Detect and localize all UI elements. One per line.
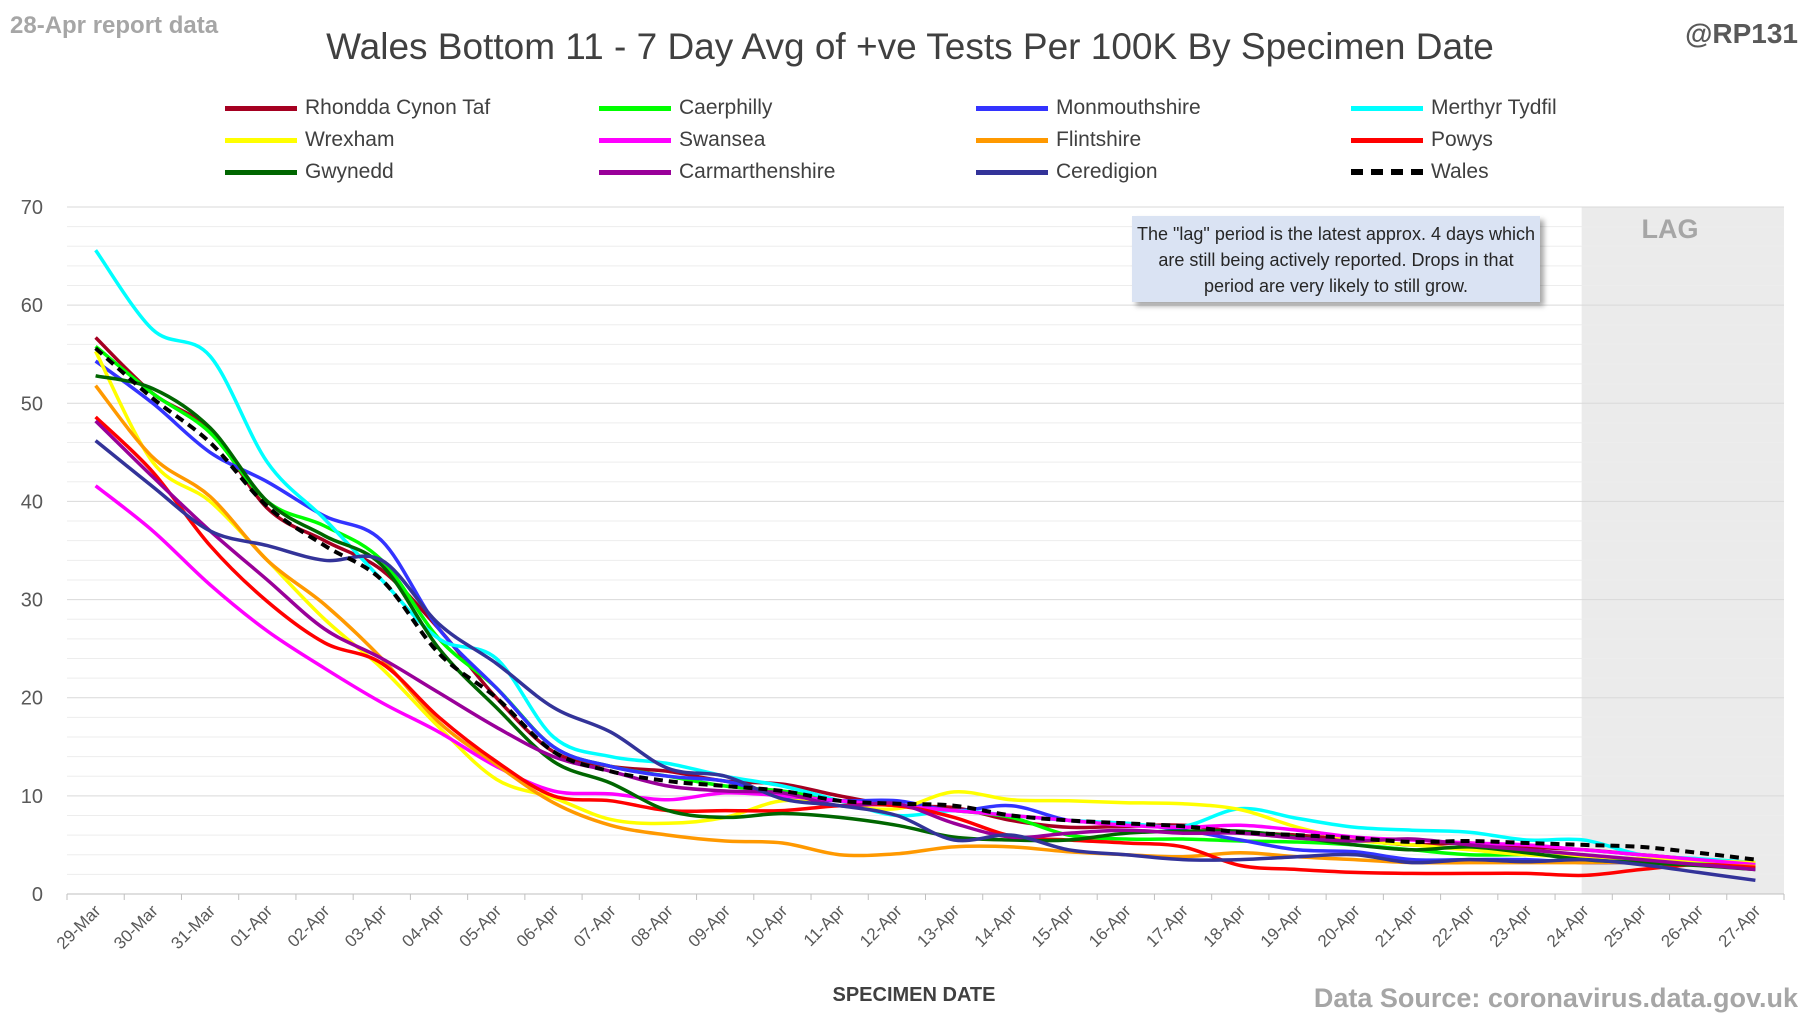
legend-item: Flintshire (976, 126, 1141, 154)
x-tick-label: 10-Apr (742, 901, 792, 951)
legend-swatch (1351, 105, 1423, 111)
legend-swatch (976, 105, 1048, 111)
legend-label: Powys (1431, 128, 1493, 151)
legend-swatch (599, 137, 671, 143)
x-tick-label: 16-Apr (1085, 901, 1135, 951)
x-tick-label: 02-Apr (284, 901, 334, 951)
x-tick-label: 13-Apr (913, 901, 963, 951)
y-axis-tick-labels: 0 10 20 30 40 50 60 70 (21, 197, 43, 906)
legend-item: Gwynedd (225, 158, 394, 186)
author-handle: @RP131 (1685, 18, 1798, 49)
legend-item: Monmouthshire (976, 94, 1201, 122)
x-tick-label: 27-Apr (1715, 901, 1765, 951)
legend-item: Rhondda Cynon Taf (225, 94, 490, 122)
legend-label: Carmarthenshire (679, 160, 836, 183)
legend-swatch (976, 169, 1048, 175)
series-line-carmarthenshire (94, 419, 1756, 872)
legend-swatch (599, 105, 671, 111)
legend-label: Ceredigion (1056, 160, 1158, 183)
legend-swatch (599, 169, 671, 175)
x-tick-label: 25-Apr (1600, 901, 1650, 951)
legend-item: Merthyr Tydfil (1351, 94, 1557, 122)
data-source-label: Data Source: coronavirus.data.gov.uk (1313, 983, 1798, 1013)
x-tick-label: 07-Apr (570, 901, 620, 951)
x-tick-label: 18-Apr (1200, 901, 1250, 951)
lag-label: LAG (1641, 214, 1699, 244)
y-tick-label: 70 (21, 197, 43, 219)
x-tick-label: 15-Apr (1028, 901, 1078, 951)
x-tick-label: 19-Apr (1257, 901, 1307, 951)
y-tick-label: 50 (21, 393, 43, 415)
chart-title: Wales Bottom 11 - 7 Day Avg of +ve Tests… (326, 26, 1494, 67)
x-tick-label: 22-Apr (1429, 901, 1479, 951)
legend-label: Rhondda Cynon Taf (305, 96, 491, 119)
y-tick-label: 60 (21, 295, 43, 317)
legend-swatch (1351, 169, 1423, 175)
series-line-wrexham (94, 350, 1756, 865)
lag-region (1581, 207, 1784, 894)
legend-item: Carmarthenshire (599, 158, 835, 186)
legend-swatch (976, 137, 1048, 143)
series-line-rhondda-cynon-taf (94, 336, 1756, 867)
legend-swatch (225, 169, 297, 175)
legend-item: Wrexham (225, 126, 394, 154)
legend-label: Monmouthshire (1056, 96, 1201, 119)
legend-label: Caerphilly (679, 96, 773, 119)
legend-item: Wales (1351, 158, 1489, 186)
x-tick-label: 20-Apr (1314, 901, 1364, 951)
x-tick-label: 21-Apr (1371, 901, 1421, 951)
x-tick-label: 14-Apr (971, 901, 1021, 951)
series-line-caerphilly (94, 345, 1756, 866)
series-lines (94, 249, 1756, 883)
series-line-wales (94, 346, 1756, 862)
x-tick-label: 03-Apr (341, 901, 391, 951)
x-axis-title: SPECIMEN DATE (832, 984, 996, 1006)
legend-item: Caerphilly (599, 94, 772, 122)
gridlines (67, 206, 1784, 875)
y-tick-label: 10 (21, 786, 43, 808)
legend-item: Powys (1351, 126, 1493, 154)
legend-swatch (225, 105, 297, 111)
x-tick-label: 06-Apr (513, 901, 563, 951)
x-tick-label: 26-Apr (1657, 901, 1707, 951)
y-tick-label: 30 (21, 590, 43, 612)
x-tick-label: 11-Apr (800, 901, 849, 950)
x-tick-label: 05-Apr (456, 901, 506, 951)
legend-label: Gwynedd (305, 160, 394, 183)
series-line-flintshire (94, 384, 1756, 869)
report-date-label: 28-Apr report data (10, 12, 219, 39)
y-tick-label: 0 (32, 884, 43, 906)
y-tick-label: 40 (21, 491, 43, 513)
x-tick-label: 30-Mar (110, 901, 162, 953)
legend-swatch (1351, 137, 1423, 143)
x-axis-tick-labels: 29-Mar 30-Mar 31-Mar 01-Apr 02-Apr 03-Apr 04-A… (53, 894, 1785, 953)
legend-label: Merthyr Tydfil (1431, 96, 1557, 119)
legend-swatch (225, 137, 297, 143)
series-line-powys (94, 415, 1756, 878)
x-tick-label: 31-Mar (167, 901, 219, 953)
series-line-monmouthshire (94, 359, 1756, 869)
x-tick-label: 29-Mar (53, 901, 105, 953)
series-line-gwynedd (95, 374, 1756, 872)
x-tick-label: 17-Apr (1142, 901, 1192, 951)
x-tick-label: 12-Apr (856, 901, 906, 951)
series-line-merthyr-tydfil (94, 249, 1756, 865)
series-line-ceredigion (94, 439, 1756, 883)
legend-label: Wrexham (305, 128, 395, 151)
x-tick-label: 24-Apr (1543, 901, 1593, 951)
x-tick-label: 04-Apr (398, 901, 448, 951)
x-tick-label: 01-Apr (227, 901, 277, 951)
legend-label: Flintshire (1056, 128, 1142, 151)
x-tick-label: 09-Apr (684, 901, 734, 951)
legend-label: Wales (1431, 160, 1489, 183)
x-tick-label: 23-Apr (1486, 901, 1536, 951)
legend-item: Ceredigion (976, 158, 1158, 186)
y-tick-label: 20 (21, 688, 43, 710)
legend-item: Swansea (599, 126, 765, 154)
x-tick-label: 08-Apr (627, 901, 677, 951)
lag-note-box: The "lag" period is the latest approx. 4… (1132, 216, 1540, 302)
legend-label: Swansea (679, 128, 766, 151)
